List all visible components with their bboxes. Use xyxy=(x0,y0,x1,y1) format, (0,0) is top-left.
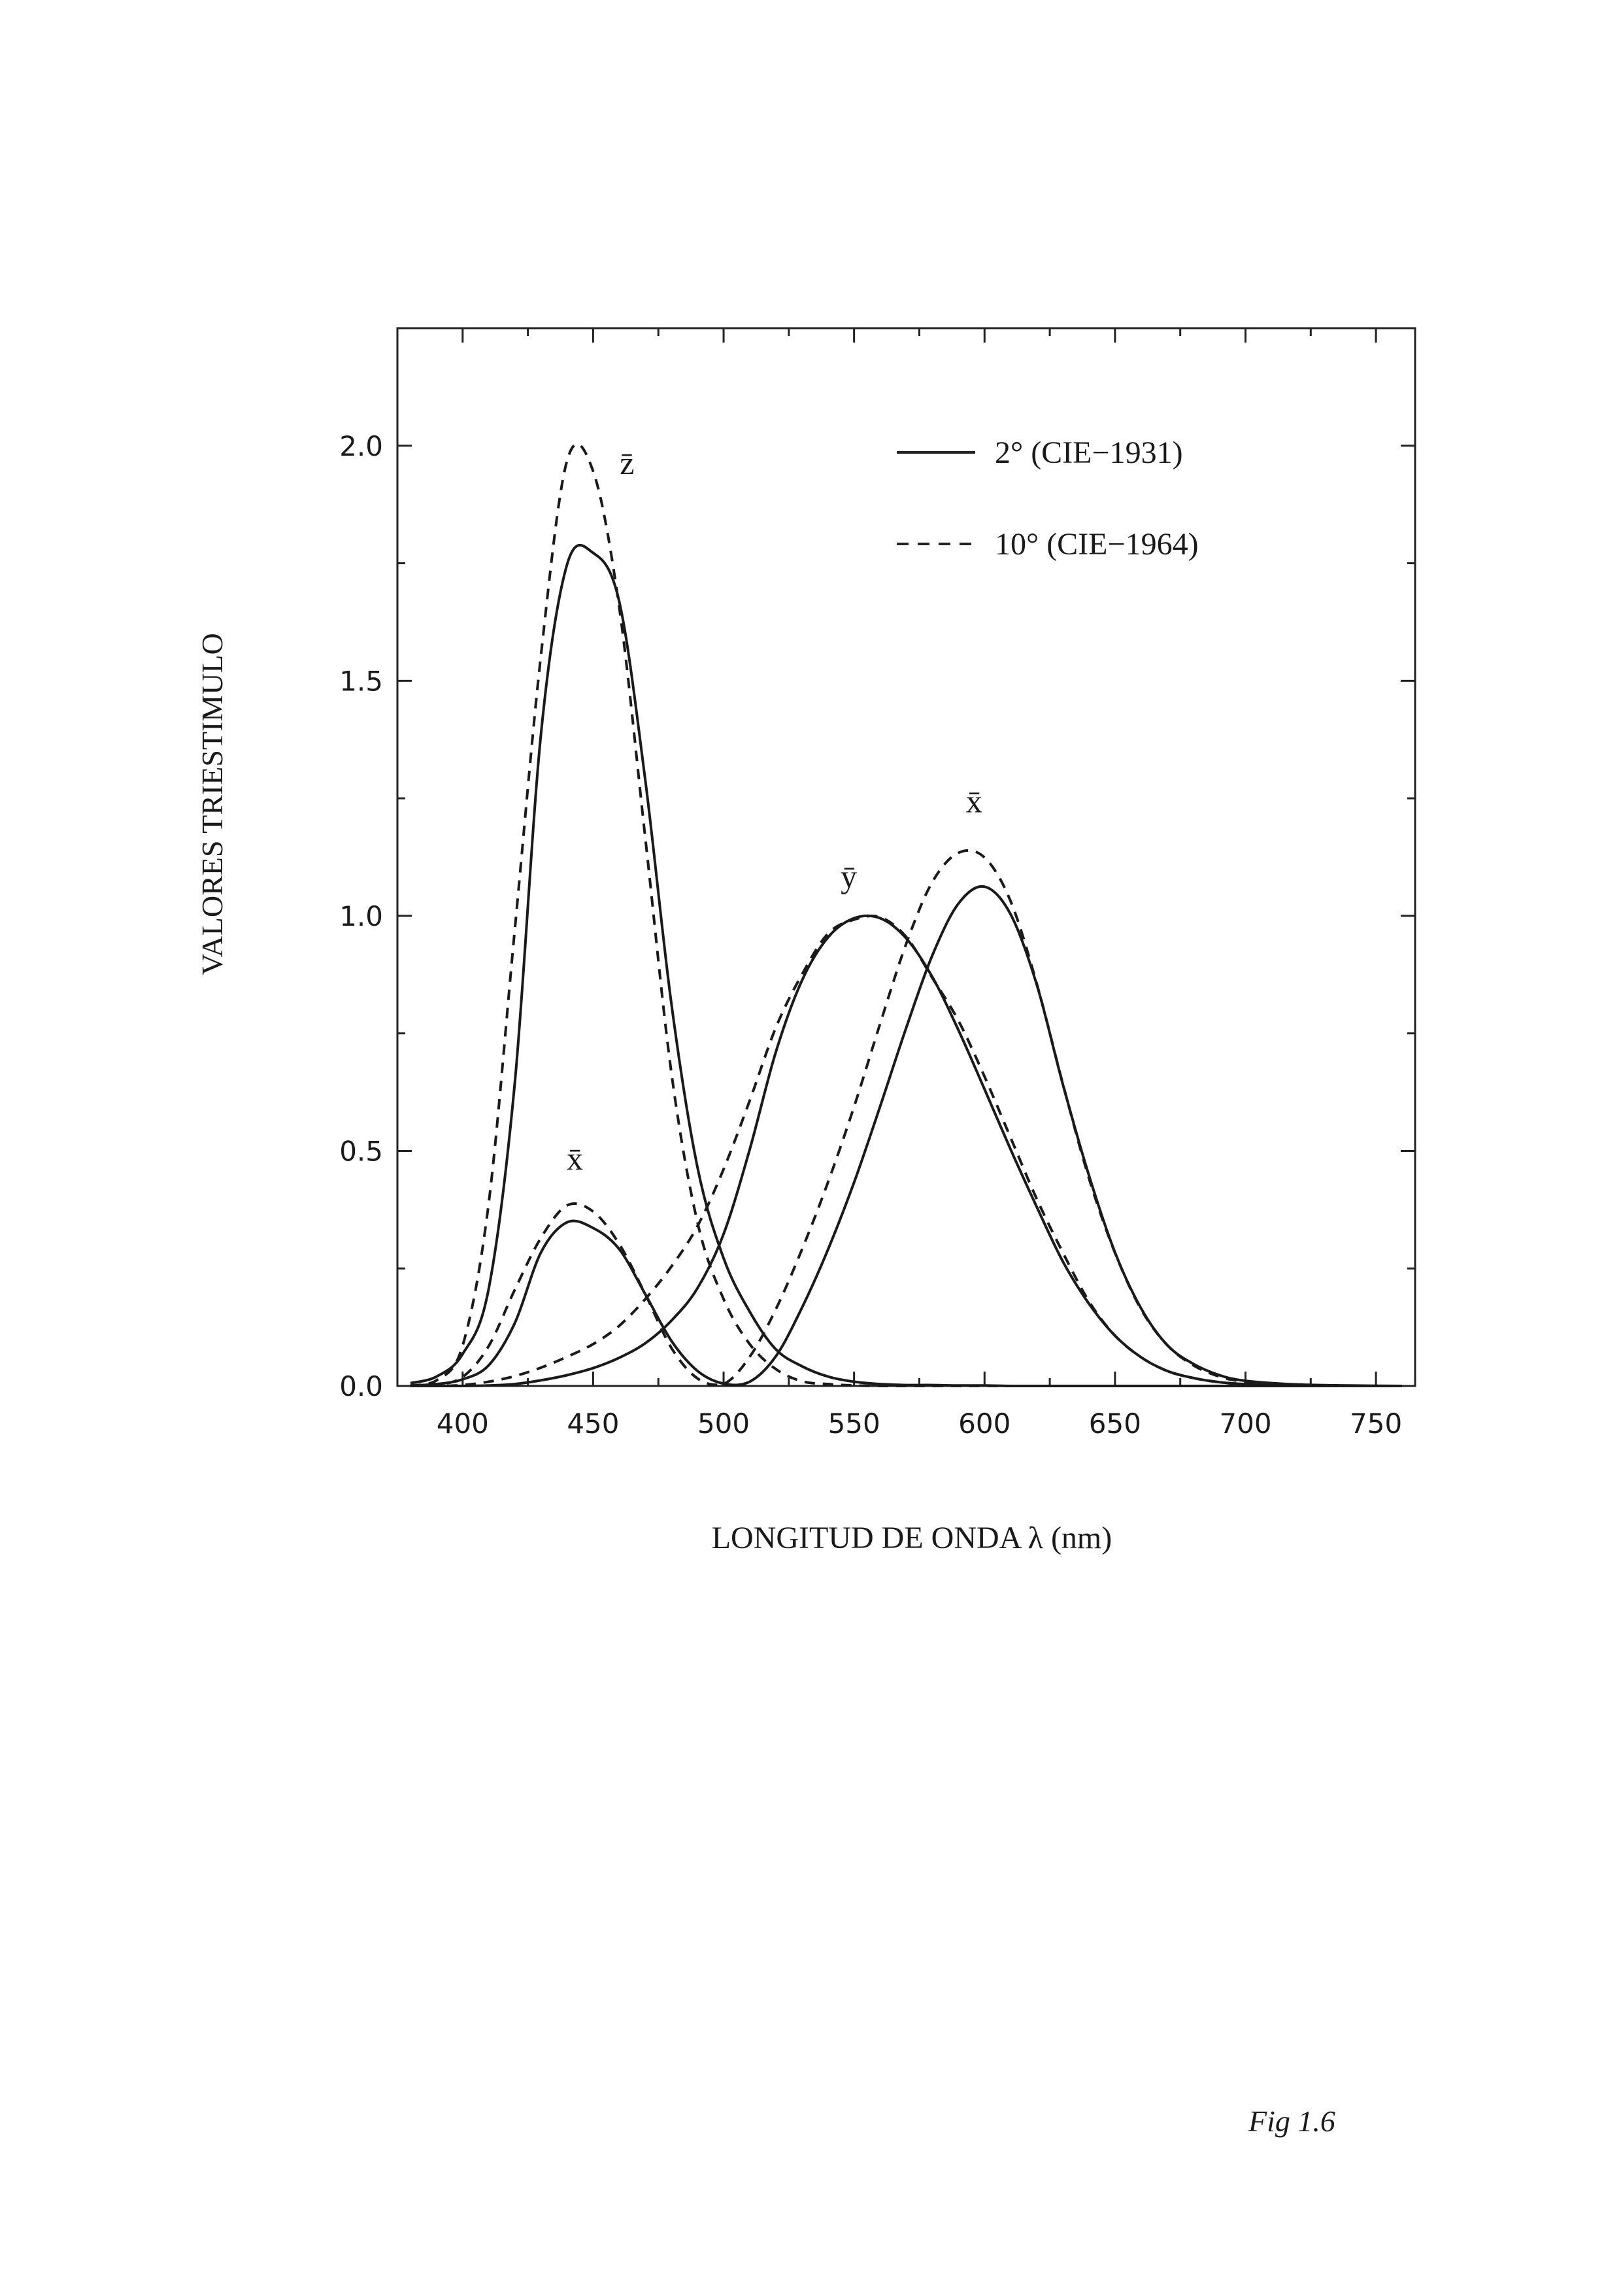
y-tick-label: 0.5 xyxy=(339,1135,383,1167)
x-tick-label: 500 xyxy=(697,1408,750,1440)
series-lines xyxy=(410,443,1403,1388)
curve-label: x̄ xyxy=(966,783,982,820)
x-tick-label: 400 xyxy=(437,1408,489,1440)
legend-label-dashed: 10° (CIE−1964) xyxy=(995,527,1199,562)
y-tick-label: 1.0 xyxy=(339,900,383,932)
series-z-bar-10deg xyxy=(410,443,1402,1388)
series-y-bar-10deg xyxy=(410,915,1402,1388)
series-x-bar-10deg xyxy=(410,849,1402,1388)
y-tick-label: 0.0 xyxy=(339,1370,383,1402)
x-tick-label: 750 xyxy=(1350,1408,1402,1440)
plot-frame xyxy=(396,327,1416,1387)
x-tick-label: 600 xyxy=(958,1408,1011,1440)
tick-marks xyxy=(397,328,1415,1387)
curve-label: z̄ xyxy=(620,445,634,481)
curve-label: ȳ xyxy=(841,858,857,895)
figure-note: Fig 1.6 xyxy=(1248,2104,1335,2138)
x-axis-label: LONGITUD DE ONDA λ (nm) xyxy=(712,1521,1112,1555)
y-axis-label: VALORES TRIESTIMULO xyxy=(195,633,229,975)
curve-label: x̄ xyxy=(567,1140,583,1177)
series-y-bar-2deg xyxy=(410,914,1402,1388)
tick-labels: 400 450 500 550 600 650 700 750 0.0 0.5 1.0 1.5 2.0 xyxy=(339,430,1402,1440)
x-tick-label: 700 xyxy=(1219,1408,1271,1440)
y-tick-label: 2.0 xyxy=(339,430,383,462)
legend: 2° (CIE−1931) 10° (CIE−1964) xyxy=(897,435,1199,562)
curve-annotations: z̄ x̄ ȳ x̄ xyxy=(567,445,982,1177)
y-tick-label: 1.5 xyxy=(339,665,383,697)
series-z-bar-2deg xyxy=(410,543,1402,1388)
x-tick-label: 650 xyxy=(1089,1408,1141,1440)
series-x-bar-2deg xyxy=(410,885,1403,1387)
legend-label-solid: 2° (CIE−1931) xyxy=(995,435,1183,470)
x-tick-label: 550 xyxy=(828,1408,880,1440)
x-tick-label: 450 xyxy=(567,1408,619,1440)
